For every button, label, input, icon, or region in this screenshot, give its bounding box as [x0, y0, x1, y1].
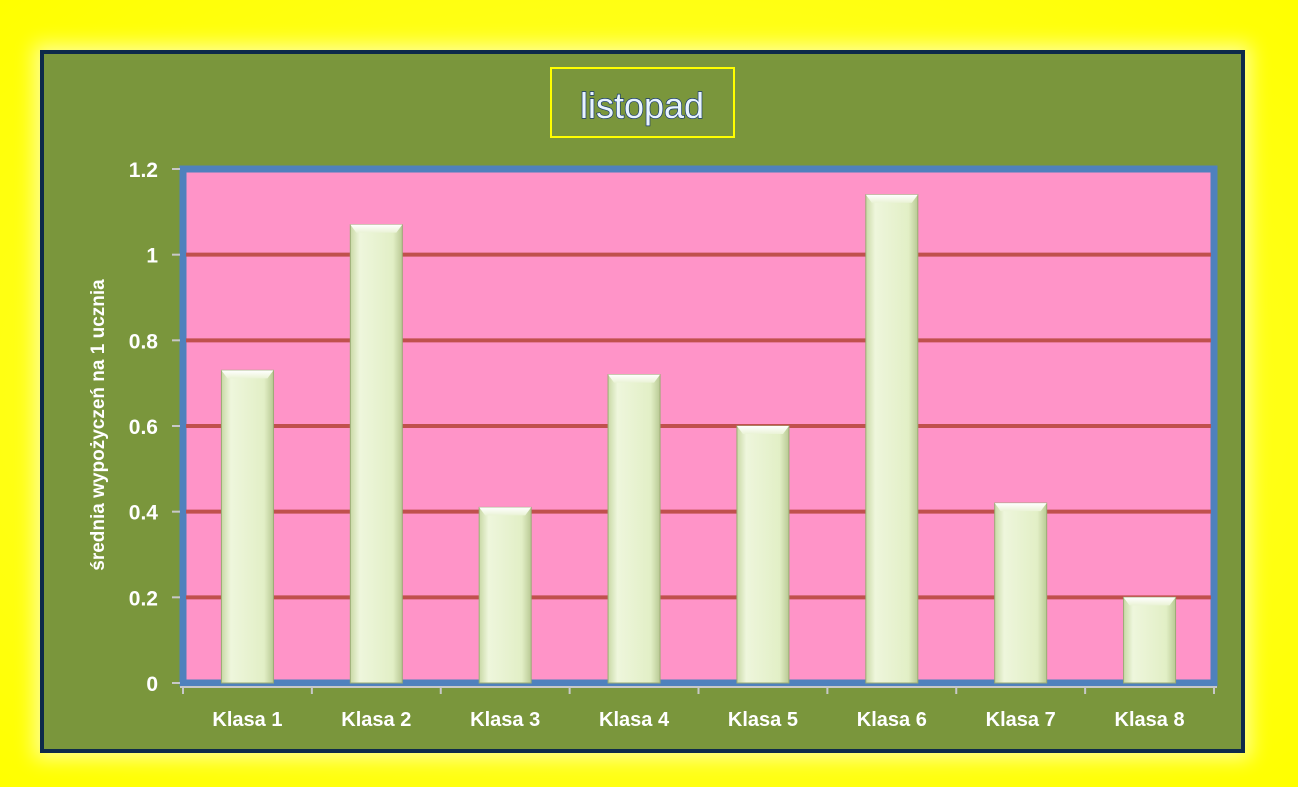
bar-bevel — [479, 507, 532, 516]
y-tick-label: 1.2 — [129, 159, 158, 182]
x-category-label: Klasa 8 — [1115, 709, 1185, 731]
y-tick-label: 0.4 — [129, 502, 159, 525]
bar — [607, 374, 661, 684]
bar-body — [349, 224, 403, 684]
y-tick-label: 0.8 — [129, 330, 159, 353]
bars — [220, 194, 1177, 684]
bar-body — [220, 369, 274, 684]
bar-body — [865, 194, 919, 684]
bar-body — [478, 506, 532, 684]
y-tick-label: 1 — [146, 245, 158, 268]
bar — [865, 194, 919, 684]
bar — [478, 506, 532, 684]
chart-title-box — [550, 67, 735, 138]
bar-bevel — [1123, 597, 1176, 606]
chart-title: listopad — [580, 85, 704, 126]
bar — [349, 224, 403, 684]
bar-bevel — [221, 370, 274, 379]
bar-bevel — [350, 224, 403, 233]
bar-body — [1123, 596, 1177, 684]
bar — [994, 502, 1048, 684]
bar — [736, 425, 790, 684]
x-category-label: Klasa 1 — [212, 709, 282, 731]
bar-body — [607, 374, 661, 684]
x-category-label: Klasa 5 — [728, 709, 798, 731]
bar — [220, 369, 274, 684]
x-category-label: Klasa 2 — [341, 709, 411, 731]
bar-bevel — [865, 194, 918, 203]
bar-body — [994, 502, 1048, 684]
x-category-label: Klasa 7 — [986, 709, 1056, 731]
y-tick-label: 0.6 — [129, 416, 158, 439]
bar-bevel — [994, 503, 1047, 512]
y-tick-label: 0.2 — [129, 587, 158, 610]
bar — [1123, 596, 1177, 684]
bar-bevel — [736, 426, 789, 434]
x-category-label: Klasa 4 — [599, 709, 670, 731]
y-tick-label: 0 — [146, 673, 158, 696]
bar-body — [736, 425, 790, 684]
y-axis-title: średnia wypożyczeń na 1 ucznia — [88, 279, 109, 571]
bar-bevel — [608, 374, 661, 383]
x-category-label: Klasa 3 — [470, 709, 540, 731]
axes: 0 0.2 0.4 0.6 0.8 1 1.2 Klasa 1 Klasa 2 Klasa 3 Kl… — [129, 159, 1217, 731]
x-category-label: Klasa 6 — [857, 709, 927, 731]
